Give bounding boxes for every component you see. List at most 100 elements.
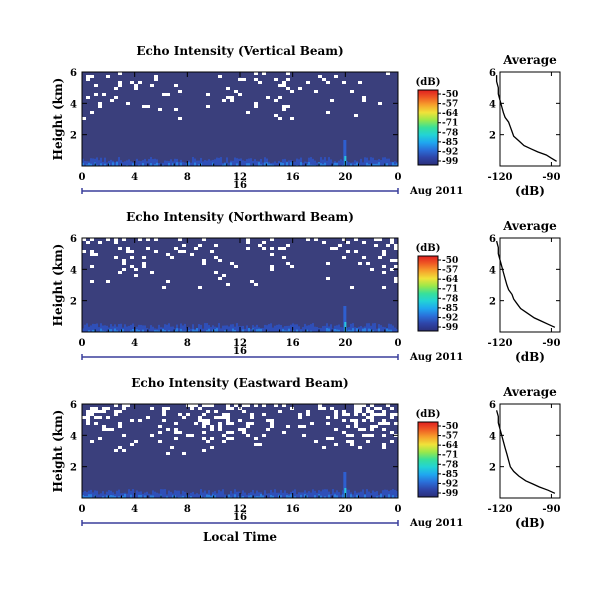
echo-cell xyxy=(372,163,374,166)
echo-cell xyxy=(376,160,378,166)
x-axis-label: Local Time xyxy=(203,530,277,544)
echo-cell xyxy=(144,325,146,332)
gap-cell xyxy=(170,446,174,449)
panel-title: Echo Intensity (Vertical Beam) xyxy=(136,44,343,58)
x-tick-label: 16 xyxy=(286,338,300,349)
echo-cell xyxy=(332,164,334,166)
echo-cell xyxy=(154,330,156,332)
echo-cell xyxy=(202,161,204,166)
echo-cell xyxy=(266,162,268,166)
gap-cell xyxy=(258,443,262,446)
echo-cell xyxy=(320,328,322,332)
echo-cell xyxy=(174,158,176,166)
echo-cell xyxy=(110,495,112,498)
echo-cell xyxy=(384,157,386,166)
echo-cell xyxy=(246,163,248,166)
x-tick-label: 0 xyxy=(395,504,402,515)
gap-cell xyxy=(90,280,94,283)
echo-cell xyxy=(300,157,302,166)
echo-cell xyxy=(218,157,220,166)
echo-cell xyxy=(320,163,322,166)
echo-cell xyxy=(278,324,280,332)
echo-cell xyxy=(182,330,184,332)
gap-cell xyxy=(394,280,398,283)
echo-cell xyxy=(128,325,130,332)
echo-cell xyxy=(290,494,292,498)
echo-cell xyxy=(192,324,194,332)
echo-cell xyxy=(180,162,182,166)
echo-cell xyxy=(242,490,244,498)
echo-cell xyxy=(182,495,184,498)
gap-cell xyxy=(194,422,198,425)
echo-cell xyxy=(168,323,170,332)
echo-cell xyxy=(156,162,158,166)
echo-cell xyxy=(180,496,182,498)
echo-cell xyxy=(94,323,96,332)
echo-cell xyxy=(306,495,308,498)
gap-cell xyxy=(298,413,302,416)
echo-cell xyxy=(196,328,198,332)
date-label: 16 xyxy=(233,346,247,357)
echo-cell xyxy=(238,491,240,498)
echo-cell xyxy=(382,157,384,166)
gap-cell xyxy=(234,90,238,93)
echo-cell xyxy=(382,490,384,498)
gap-cell xyxy=(370,268,374,271)
gap-cell xyxy=(218,425,222,428)
echo-cell xyxy=(232,493,234,498)
echo-cell xyxy=(120,323,122,332)
gap-cell xyxy=(282,84,286,87)
echo-cell xyxy=(282,329,284,332)
echo-cell xyxy=(122,329,124,332)
echo-cell xyxy=(260,158,262,166)
gap-cell xyxy=(218,428,222,431)
gap-cell xyxy=(246,111,250,114)
x-tick-label: 4 xyxy=(131,172,138,183)
gap-cell xyxy=(130,419,134,422)
gap-cell xyxy=(286,425,290,428)
gap-cell xyxy=(246,238,250,241)
echo-cell xyxy=(94,490,96,498)
date-label: 16 xyxy=(233,180,247,191)
echo-cell xyxy=(216,328,218,332)
echo-cell xyxy=(194,158,196,166)
gap-cell xyxy=(134,87,138,90)
echo-cell xyxy=(102,496,104,498)
echo-cell xyxy=(190,162,192,166)
gap-cell xyxy=(354,404,358,407)
colorbar-tick-label: -99 xyxy=(442,323,458,333)
colorbar-tick-label: -57 xyxy=(442,432,458,442)
echo-cell xyxy=(290,162,292,166)
gap-cell xyxy=(214,416,218,419)
gap-cell xyxy=(370,404,374,407)
echo-cell xyxy=(390,324,392,332)
echo-cell xyxy=(260,494,262,498)
echo-cell xyxy=(234,489,236,498)
echo-cell xyxy=(216,157,218,166)
gap-cell xyxy=(382,419,386,422)
echo-cell xyxy=(158,493,160,498)
echo-cell xyxy=(130,324,132,332)
echo-cell xyxy=(110,490,112,498)
gap-cell xyxy=(130,265,134,268)
echo-cell xyxy=(104,163,106,166)
gap-cell xyxy=(106,428,110,431)
echo-cell xyxy=(304,323,306,332)
echo-cell xyxy=(94,158,96,166)
gap-cell xyxy=(346,250,350,253)
echo-cell xyxy=(208,494,210,498)
echo-cell xyxy=(238,496,240,498)
echo-cell xyxy=(294,489,296,498)
echo-cell xyxy=(372,490,374,498)
colorbar-unit: (dB) xyxy=(416,243,441,254)
gap-cell xyxy=(394,422,398,425)
gap-cell xyxy=(374,413,378,416)
gap-cell xyxy=(174,428,178,431)
echo-cell xyxy=(244,328,246,332)
echo-cell xyxy=(276,492,278,498)
echo-cell xyxy=(108,490,110,498)
gap-cell xyxy=(226,413,230,416)
echo-cell xyxy=(350,323,352,332)
gap-cell xyxy=(374,244,378,247)
gap-cell xyxy=(342,410,346,413)
